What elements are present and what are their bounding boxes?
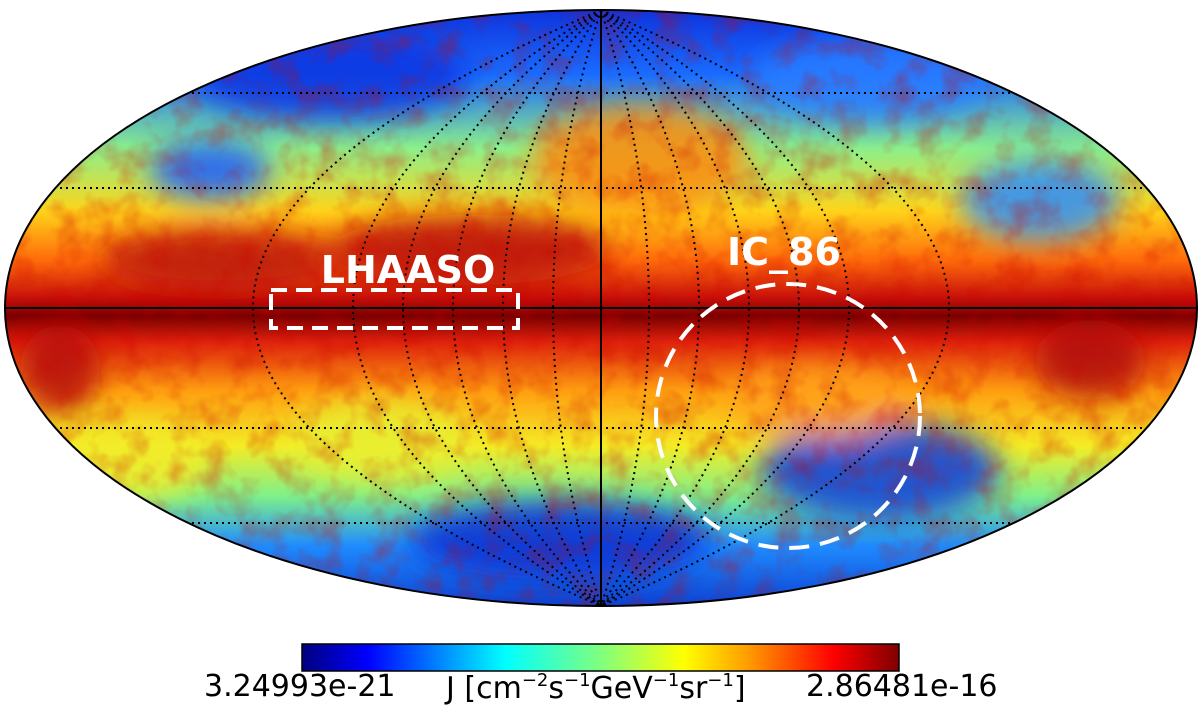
lhaaso-region-box	[269, 288, 520, 330]
colorbar-max-label: 2.86481e-16	[806, 669, 998, 704]
map-outline	[4, 9, 1198, 607]
colorbar-unit-label: J [cm−2s−1GeV−1sr−1]	[446, 670, 746, 706]
lhaaso-label: LHAASO	[321, 248, 496, 292]
ic86-region-circle	[654, 282, 922, 550]
colorbar	[301, 643, 900, 672]
ic86-label: IC_86	[727, 230, 841, 274]
map-field	[5, 10, 1197, 606]
colorbar-min-label: 3.24993e-21	[204, 669, 396, 704]
